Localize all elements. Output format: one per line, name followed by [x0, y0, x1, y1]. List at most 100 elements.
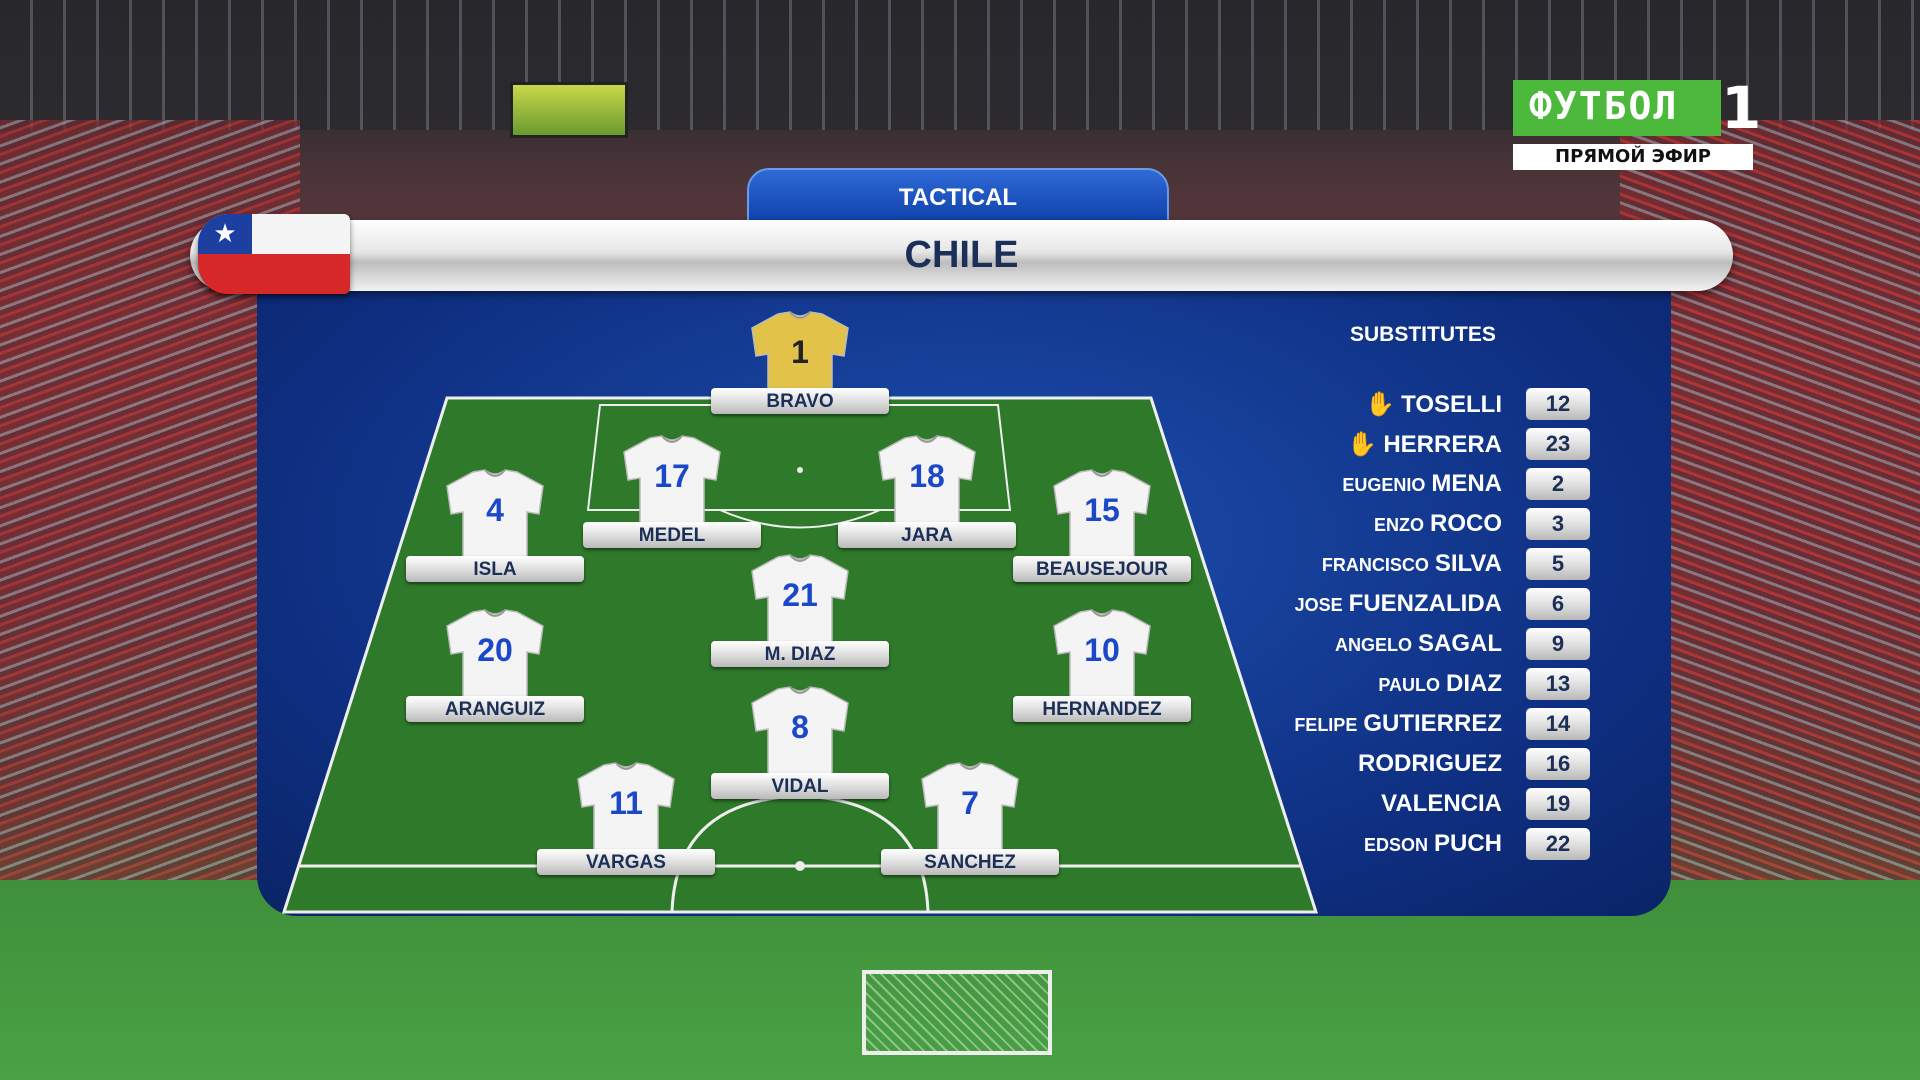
substitute-row: EUGENIO MENA 2: [1300, 468, 1590, 500]
shirt-icon: 11: [574, 761, 678, 855]
player-name: BRAVO: [711, 388, 889, 414]
shirt-icon: 17: [620, 434, 724, 528]
center-spot: [795, 861, 805, 871]
substitute-first-name: EDSON: [1363, 835, 1428, 855]
team-name: CHILE: [904, 234, 1019, 276]
goal-net: [862, 970, 1052, 1055]
substitute-row: FRANCISCO SILVA 5: [1300, 548, 1590, 580]
player-name: VIDAL: [711, 773, 889, 799]
player-number: 8: [791, 709, 809, 745]
player: 17 MEDEL: [583, 434, 761, 548]
player-number: 17: [654, 458, 690, 494]
substitute-number: 22: [1526, 828, 1590, 860]
substitute-last-name: SAGAL: [1418, 630, 1502, 657]
substitute-number: 5: [1526, 548, 1590, 580]
player-number: 21: [782, 577, 818, 613]
substitute-number: 6: [1526, 588, 1590, 620]
substitute-first-name: FELIPE: [1294, 715, 1358, 735]
shirt-icon: 10: [1050, 608, 1154, 702]
team-bar: CHILE: [190, 220, 1733, 291]
goalkeeper-glove-icon: ✋: [1365, 391, 1396, 418]
substitute-row: EDSON PUCH 22: [1300, 828, 1590, 860]
player-number: 4: [486, 492, 504, 528]
goalkeeper-glove-icon: ✋: [1347, 431, 1378, 458]
penalty-spot: [797, 467, 803, 473]
substitute-number: 12: [1526, 388, 1590, 420]
substitute-number: 2: [1526, 468, 1590, 500]
player-name: MEDEL: [583, 522, 761, 548]
substitute-row: ENZO ROCO 3: [1300, 508, 1590, 540]
player-name: BEAUSEJOUR: [1013, 556, 1191, 582]
shirt-icon: 15: [1050, 468, 1154, 562]
player-name: JARA: [838, 522, 1016, 548]
substitute-row: RODRIGUEZ 16: [1300, 748, 1590, 780]
substitute-first-name: EUGENIO: [1342, 475, 1426, 495]
player: 20 ARANGUIZ: [406, 608, 584, 722]
player: 10 HERNANDEZ: [1013, 608, 1191, 722]
substitute-last-name: RODRIGUEZ: [1358, 750, 1502, 777]
player: 18 JARA: [838, 434, 1016, 548]
substitute-first-name: ENZO: [1373, 515, 1424, 535]
player: 8 VIDAL: [711, 685, 889, 799]
substitute-first-name: ANGELO: [1334, 635, 1412, 655]
player-name: ARANGUIZ: [406, 696, 584, 722]
substitute-number: 19: [1526, 788, 1590, 820]
player-name: SANCHEZ: [881, 849, 1059, 875]
shirt-icon: 1: [748, 310, 852, 404]
shirt-icon: 18: [875, 434, 979, 528]
shirt-icon: 21: [748, 553, 852, 647]
substitute-last-name: ROCO: [1430, 510, 1502, 537]
player-number: 10: [1084, 632, 1120, 668]
stadium-screen: [510, 82, 628, 138]
player: 11 VARGAS: [537, 761, 715, 875]
substitute-last-name: SILVA: [1434, 550, 1502, 577]
player: 4 ISLA: [406, 468, 584, 582]
substitute-row: JOSE FUENZALIDA 6: [1295, 588, 1590, 620]
substitute-row: ANGELO SAGAL 9: [1300, 628, 1590, 660]
substitute-last-name: FUENZALIDA: [1348, 590, 1502, 617]
substitute-number: 16: [1526, 748, 1590, 780]
channel-name: ФУТБОЛ: [1513, 80, 1721, 136]
player-number: 15: [1084, 492, 1120, 528]
substitute-row: FELIPE GUTIERREZ 14: [1294, 708, 1590, 740]
substitute-number: 13: [1526, 668, 1590, 700]
substitute-last-name: VALENCIA: [1381, 790, 1502, 817]
player-name: VARGAS: [537, 849, 715, 875]
substitute-number: 3: [1526, 508, 1590, 540]
substitute-first-name: FRANCISCO: [1321, 555, 1429, 575]
substitute-row: PAULO DIAZ 13: [1300, 668, 1590, 700]
player-name: M. DIAZ: [711, 641, 889, 667]
substitute-number: 14: [1526, 708, 1590, 740]
substitute-last-name: HERRERA: [1383, 431, 1502, 458]
substitute-number: 9: [1526, 628, 1590, 660]
substitute-row: ✋ TOSELLI 12: [1300, 388, 1590, 420]
player-number: 18: [909, 458, 945, 494]
substitutes-title: SUBSTITUTES: [1350, 323, 1496, 346]
substitute-last-name: TOSELLI: [1401, 391, 1502, 418]
player-number: 11: [609, 785, 643, 821]
shirt-icon: 7: [918, 761, 1022, 855]
player-name: ISLA: [406, 556, 584, 582]
chile-flag-icon: ★: [198, 214, 350, 294]
substitute-row: VALENCIA 19: [1300, 788, 1590, 820]
substitute-last-name: DIAZ: [1446, 670, 1502, 697]
player: 7 SANCHEZ: [881, 761, 1059, 875]
player-number: 1: [791, 334, 809, 370]
substitute-last-name: GUTIERREZ: [1363, 710, 1502, 737]
penalty-arc: [719, 509, 881, 529]
substitute-last-name: MENA: [1431, 470, 1502, 497]
shirt-icon: 20: [443, 608, 547, 702]
player: 21 M. DIAZ: [711, 553, 889, 667]
substitute-first-name: PAULO: [1378, 675, 1440, 695]
shirt-icon: 8: [748, 685, 852, 779]
substitute-row: ✋ HERRERA 23: [1300, 428, 1590, 460]
substitute-first-name: JOSE: [1294, 595, 1343, 615]
player-number: 7: [961, 785, 979, 821]
shirt-icon: 4: [443, 468, 547, 562]
substitute-last-name: PUCH: [1433, 830, 1502, 857]
live-status: ПРЯМОЙ ЭФИР: [1513, 144, 1753, 170]
substitute-number: 23: [1526, 428, 1590, 460]
player-number: 20: [477, 632, 513, 668]
player: 15 BEAUSEJOUR: [1013, 468, 1191, 582]
player-name: HERNANDEZ: [1013, 696, 1191, 722]
